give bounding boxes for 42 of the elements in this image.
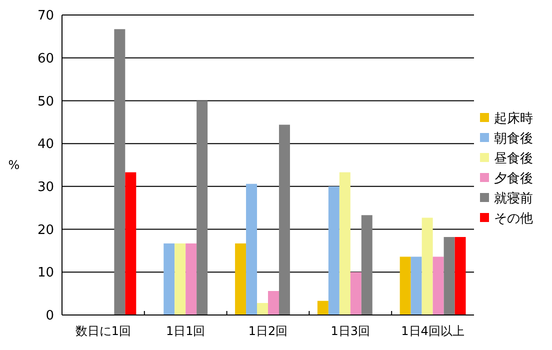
- x-tick-label: 数日に1回: [75, 324, 132, 338]
- bar: [278, 124, 290, 315]
- x-tick-label: 1日2回: [248, 324, 288, 338]
- bar: [361, 215, 372, 315]
- bar: [317, 300, 328, 315]
- bar: [174, 243, 186, 315]
- legend-label: その他: [494, 212, 533, 227]
- bar: [268, 291, 279, 315]
- bar: [246, 184, 258, 315]
- bar: [164, 243, 175, 315]
- y-tick-label: 40: [37, 137, 54, 152]
- bar: [454, 237, 466, 315]
- bar: [339, 172, 350, 315]
- bar: [422, 218, 433, 315]
- legend-label: 就寝前: [494, 192, 533, 207]
- x-tick-label: 1日4回以上: [401, 324, 464, 338]
- bar: [186, 243, 197, 315]
- y-axis-title: %: [8, 158, 20, 172]
- legend-label: 朝食後: [494, 132, 533, 147]
- bar: [114, 29, 126, 315]
- x-tick-label: 1日1回: [166, 324, 206, 338]
- bar: [432, 256, 444, 315]
- bar: [196, 100, 208, 315]
- y-tick-label: 70: [37, 8, 54, 24]
- y-tick-label: 0: [46, 308, 54, 324]
- bar: [444, 237, 455, 315]
- legend-label: 夕食後: [494, 172, 533, 187]
- legend-label: 昼食後: [494, 152, 533, 167]
- y-tick-label: 60: [37, 51, 54, 66]
- y-tick-label: 30: [37, 180, 54, 195]
- bar: [328, 186, 340, 315]
- legend-label: 起床時: [494, 112, 533, 127]
- y-tick-label: 10: [37, 266, 54, 281]
- x-tick-label: 1日3回: [330, 324, 370, 338]
- bar: [235, 243, 246, 315]
- bar: [410, 256, 422, 315]
- y-tick-label: 20: [37, 222, 54, 238]
- bar: [350, 272, 362, 315]
- y-tick-label: 50: [37, 94, 54, 110]
- bar: [257, 303, 268, 315]
- bar: [125, 172, 136, 315]
- bar: [400, 256, 411, 315]
